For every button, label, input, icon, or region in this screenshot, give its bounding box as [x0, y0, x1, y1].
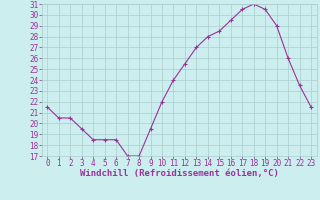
X-axis label: Windchill (Refroidissement éolien,°C): Windchill (Refroidissement éolien,°C)	[80, 169, 279, 178]
